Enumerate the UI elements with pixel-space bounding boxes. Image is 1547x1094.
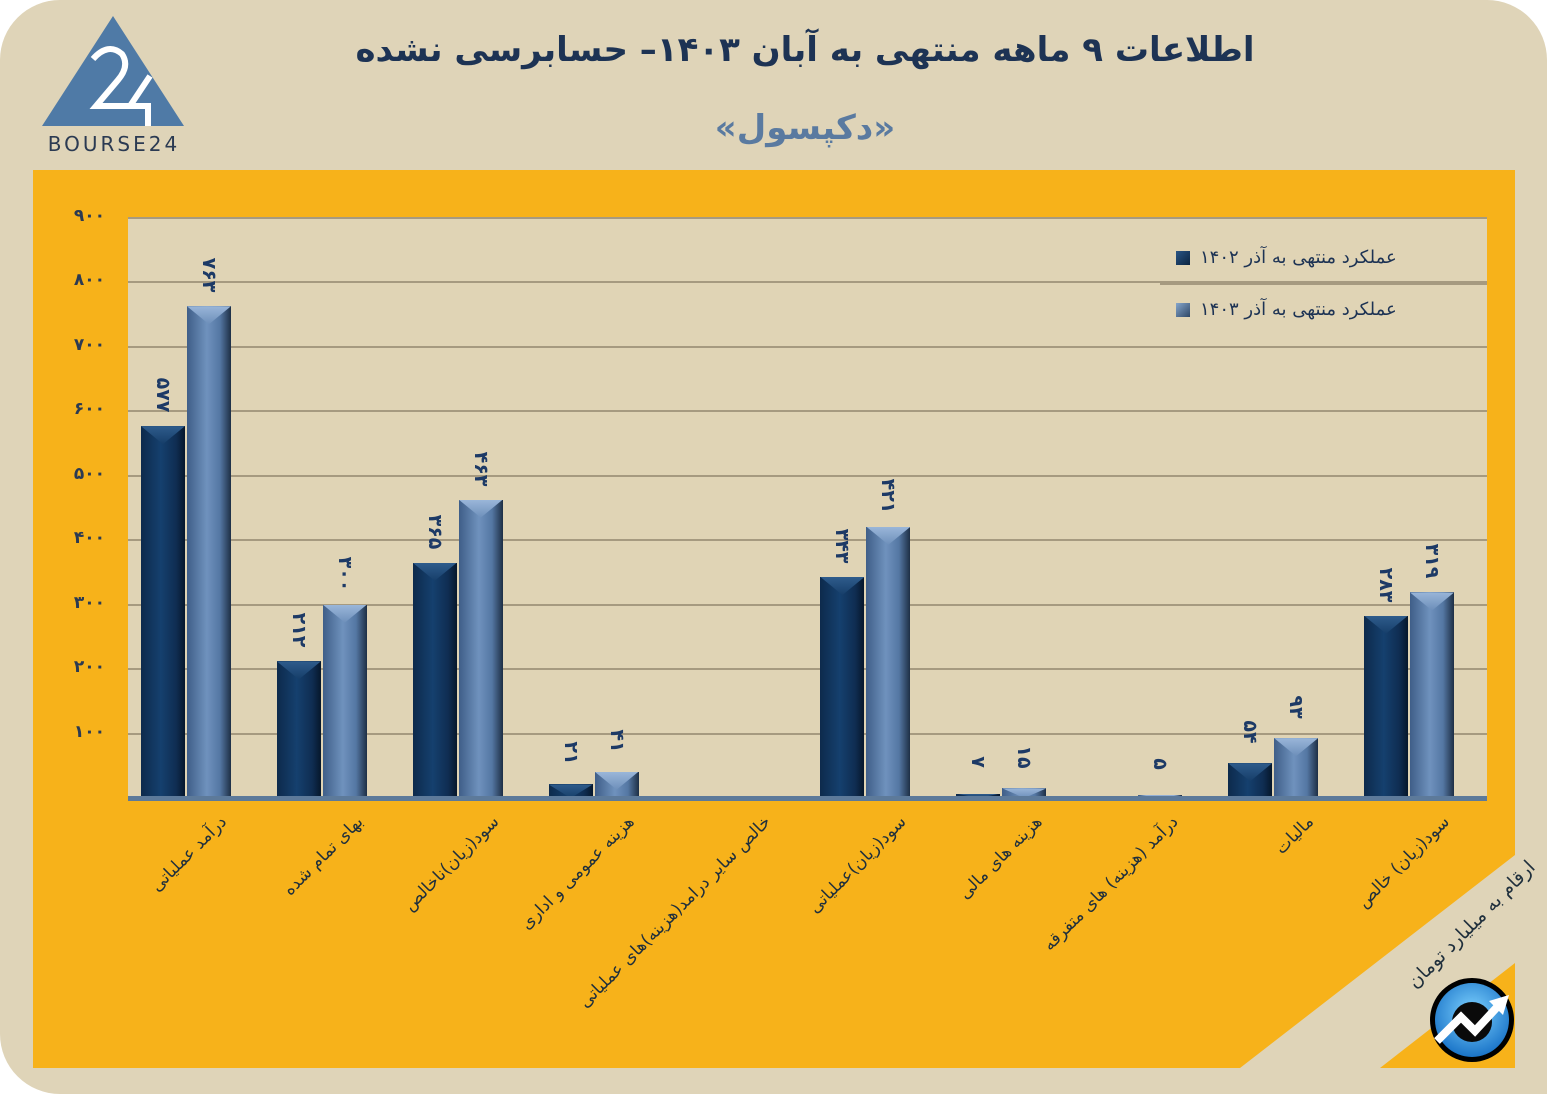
- legend-swatch-1403: [1176, 302, 1190, 317]
- bar-1402: [1228, 763, 1273, 798]
- trend-arrow-icon: [1430, 978, 1514, 1062]
- data-label: ۷۶۳: [197, 257, 220, 293]
- data-label: ۳۱۹: [1421, 544, 1444, 579]
- logo-text: BOURSE24: [47, 132, 181, 156]
- y-tick-label: ۱۰۰: [73, 721, 105, 742]
- y-tick-label: ۷۰۰: [73, 334, 105, 355]
- gridline: [128, 410, 1487, 413]
- plot-area: [128, 217, 1487, 798]
- data-label: ۱۵: [1013, 745, 1036, 769]
- data-label: ۵: [1149, 757, 1172, 770]
- bar-bevel: [1002, 788, 1047, 798]
- bar-1402: [820, 576, 865, 798]
- y-tick-label: ۲۰۰: [73, 657, 105, 678]
- x-axis-line: [128, 796, 1487, 801]
- data-label: ۹۳: [1285, 695, 1308, 719]
- data-label: ۲۱۲: [287, 612, 310, 648]
- data-label: ۷: [967, 756, 990, 769]
- bar-1403: [866, 526, 911, 798]
- bar-1403: [594, 771, 639, 798]
- bar-1403: [1274, 738, 1319, 798]
- bar-bevel: [866, 526, 911, 545]
- legend-item-1402: عملکرد منتهی به آذر ۱۴۰۲: [1176, 247, 1397, 268]
- bar-bevel: [594, 771, 639, 790]
- data-label: ۵۴: [1239, 720, 1262, 744]
- gridline: [128, 603, 1487, 606]
- gridline: [128, 732, 1487, 735]
- bar-1402: [548, 784, 593, 798]
- bar-bevel: [1364, 615, 1409, 634]
- data-label: ۴۱: [605, 728, 628, 753]
- chart-subtitle: «دکپسول»: [714, 108, 896, 148]
- y-tick-label: ۸۰۰: [73, 270, 105, 291]
- y-tick-label: ۳۰۰: [73, 592, 105, 613]
- bar-bevel: [412, 562, 457, 581]
- y-tick-label: ۶۰۰: [73, 399, 105, 420]
- legend-label-1403: عملکرد منتهی به آذر ۱۴۰۳: [1200, 299, 1397, 320]
- bar-1403: [1410, 592, 1455, 798]
- gridline: [128, 345, 1487, 348]
- y-tick-label: ۵۰۰: [73, 463, 105, 484]
- bar-bevel: [1274, 738, 1319, 757]
- data-label: ۲۱: [559, 741, 582, 766]
- legend-divider: [1160, 283, 1487, 285]
- y-tick-label: ۹۰۰: [73, 206, 105, 226]
- bar-bevel: [820, 576, 865, 595]
- bar-bevel: [276, 661, 321, 680]
- bar-1402: [276, 661, 321, 798]
- gridline: [128, 474, 1487, 477]
- bar-bevel: [956, 793, 1001, 798]
- gridline: [128, 281, 1487, 284]
- bar-bevel: [1228, 763, 1273, 782]
- bar-bevel: [140, 426, 185, 445]
- data-label: ۵۷۷: [151, 377, 174, 413]
- bar-bevel: [186, 306, 231, 325]
- bar-1403: [1002, 788, 1047, 798]
- legend-swatch-1402: [1176, 250, 1190, 265]
- legend-label-1402: عملکرد منتهی به آذر ۱۴۰۲: [1200, 247, 1397, 268]
- bar-1403: [458, 499, 503, 798]
- gridline: [128, 217, 1487, 219]
- bar-bevel: [1410, 592, 1455, 611]
- bar-1402: [1364, 615, 1409, 798]
- gridline: [128, 539, 1487, 542]
- data-label: ۳۶۵: [423, 514, 446, 550]
- bar-1403: [186, 306, 231, 798]
- legend-item-1403: عملکرد منتهی به آذر ۱۴۰۳: [1176, 299, 1397, 320]
- bar-1402: [140, 426, 185, 798]
- chart-title: اطلاعات ۹ ماهه منتهی به آبان ۱۴۰۳– حسابر…: [355, 30, 1255, 70]
- data-label: ۳۰۰: [333, 556, 356, 592]
- bar-bevel: [458, 499, 503, 518]
- data-label: ۴۶۳: [469, 451, 492, 486]
- bar-1402: [412, 562, 457, 798]
- bar-1402: [956, 793, 1001, 798]
- data-label: ۴۲۱: [877, 478, 900, 514]
- data-label: ۲۸۳: [1375, 567, 1398, 602]
- data-label: ۳۴۳: [831, 528, 854, 564]
- bar-1403: [322, 604, 367, 798]
- y-tick-label: ۴۰۰: [73, 528, 105, 549]
- gridline: [128, 668, 1487, 671]
- bourse24-logo-icon: [42, 16, 184, 126]
- bar-bevel: [322, 604, 367, 623]
